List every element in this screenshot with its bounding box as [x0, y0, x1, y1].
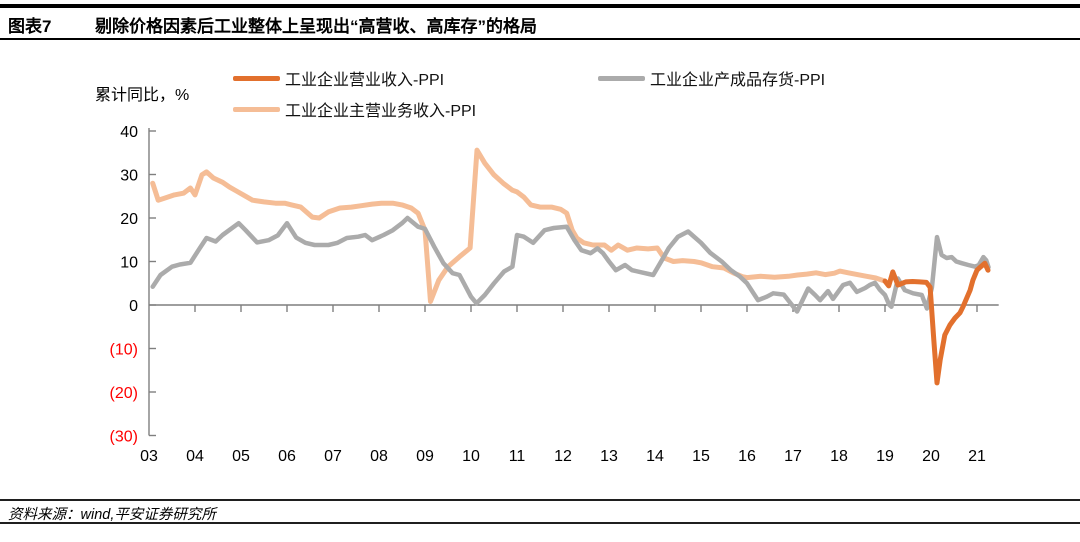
- x-tick-label: 18: [830, 448, 848, 465]
- legend-swatch-main-revenue-line: [233, 106, 280, 112]
- legend-item-inventory: 工业企业产成品存货-PPI: [598, 69, 826, 89]
- x-tick-label: 21: [968, 448, 986, 465]
- y-axis-unit-label: 累计同比，%: [95, 87, 190, 104]
- legend-swatch-inventory-line: [598, 75, 645, 81]
- series-line-main_revenue: [150, 147, 888, 304]
- legend-item-revenue: 工业企业营业收入-PPI: [233, 69, 445, 89]
- y-tick-label: (30): [110, 429, 138, 446]
- x-tick-label: 10: [462, 448, 480, 465]
- x-tick-label: 19: [876, 448, 894, 465]
- x-tick-label: 20: [922, 448, 940, 465]
- x-tick-label: 17: [784, 448, 802, 465]
- x-tick-label: 13: [600, 448, 618, 465]
- chart-title-bar: 图表7 剔除价格因素后工业整体上呈现出“高营收、高库存”的格局: [0, 12, 1080, 38]
- x-tick-label: 12: [554, 448, 572, 465]
- top-rule: [0, 4, 1080, 8]
- x-tick-label: 15: [692, 448, 710, 465]
- legend-swatch-revenue-line: [233, 75, 280, 81]
- legend-item-main-revenue: 工业企业主营业务收入-PPI: [233, 100, 477, 120]
- x-tick-label: 04: [186, 448, 204, 465]
- legend-label-inventory: 工业企业产成品存货-PPI: [650, 72, 826, 89]
- x-tick-label: 09: [416, 448, 434, 465]
- footer-bottom-rule: [0, 522, 1080, 524]
- y-tick-label: 30: [120, 168, 138, 185]
- figure-title: 剔除价格因素后工业整体上呈现出“高营收、高库存”的格局: [95, 17, 537, 36]
- y-tick-label: 20: [120, 211, 138, 228]
- series-line-revenue: [882, 260, 991, 386]
- y-tick-label: 0: [129, 298, 138, 315]
- y-tick-label: 40: [120, 124, 138, 141]
- x-tick-label: 16: [738, 448, 756, 465]
- figure-tag: 图表7: [8, 17, 52, 36]
- legend-label-revenue: 工业企业营业收入-PPI: [285, 72, 445, 89]
- footer-top-rule: [0, 499, 1080, 501]
- x-tick-label: 03: [140, 448, 158, 465]
- y-tick-label: 10: [120, 255, 138, 272]
- y-tick-label: (20): [110, 385, 138, 402]
- title-divider-rule: [0, 38, 1080, 40]
- y-tick-label: (10): [110, 342, 138, 359]
- series-line-inventory: [150, 215, 991, 314]
- x-tick-label: 11: [509, 448, 526, 465]
- x-tick-label: 07: [324, 448, 342, 465]
- x-tick-label: 05: [232, 448, 250, 465]
- x-tick-label: 08: [370, 448, 388, 465]
- x-tick-label: 14: [646, 448, 664, 465]
- legend-label-main-revenue: 工业企业主营业务收入-PPI: [285, 103, 477, 120]
- x-tick-label: 06: [278, 448, 296, 465]
- source-note: 资料来源：wind,平安证券研究所: [8, 507, 216, 523]
